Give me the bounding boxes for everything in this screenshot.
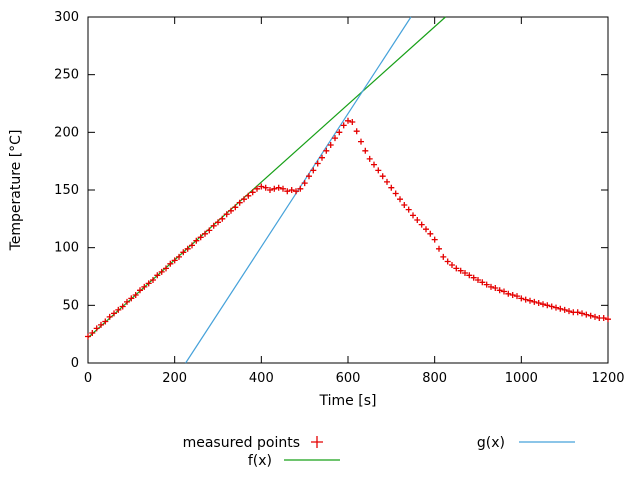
x-tick-label: 1200: [591, 371, 624, 386]
fit-line-gx: [185, 16, 412, 364]
plot-area: 0 200 400 600 800 1000 1200 0 50 100 150 200 250 300: [54, 10, 624, 386]
x-tick-label: 1000: [505, 371, 538, 386]
x-tick-label: 0: [84, 371, 92, 386]
x-tick-label: 800: [422, 371, 447, 386]
x-tick-label: 600: [336, 371, 361, 386]
legend: measured points g(x) f(x): [183, 435, 575, 469]
legend-label-fx: f(x): [248, 453, 272, 469]
y-tick-label: 150: [54, 183, 79, 198]
x-tick-label: 200: [162, 371, 187, 386]
y-tick-label: 100: [54, 241, 79, 256]
y-axis-title: Temperature [°C]: [8, 130, 24, 252]
y-tick-label: 300: [54, 10, 79, 25]
fit-line-fx: [87, 16, 446, 339]
y-tick-label: 200: [54, 125, 79, 140]
y-tick-label: 250: [54, 68, 79, 83]
legend-label-gx: g(x): [477, 435, 505, 451]
x-tick-label: 400: [249, 371, 274, 386]
legend-label-measured-points: measured points: [183, 435, 300, 451]
y-tick-label: 0: [71, 356, 79, 371]
plot-border: [87, 16, 609, 364]
measured-points-markers: [85, 117, 611, 340]
x-axis-title: Time [s]: [319, 393, 377, 409]
legend-plus-marker-icon: [311, 436, 323, 448]
y-tick-label: 50: [62, 298, 79, 313]
